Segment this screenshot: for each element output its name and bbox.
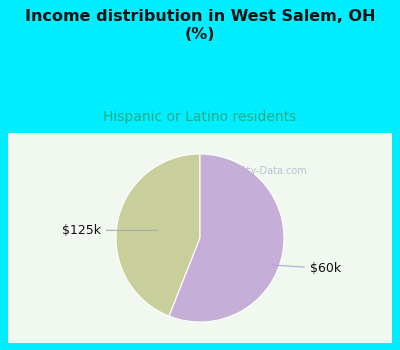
Wedge shape bbox=[116, 154, 200, 316]
Text: City-Data.com: City-Data.com bbox=[238, 166, 307, 176]
Text: Income distribution in West Salem, OH
(%): Income distribution in West Salem, OH (%… bbox=[25, 9, 375, 42]
Wedge shape bbox=[169, 154, 284, 322]
Text: Hispanic or Latino residents: Hispanic or Latino residents bbox=[103, 110, 297, 124]
Text: $60k: $60k bbox=[272, 262, 341, 275]
Text: $125k: $125k bbox=[62, 224, 157, 237]
